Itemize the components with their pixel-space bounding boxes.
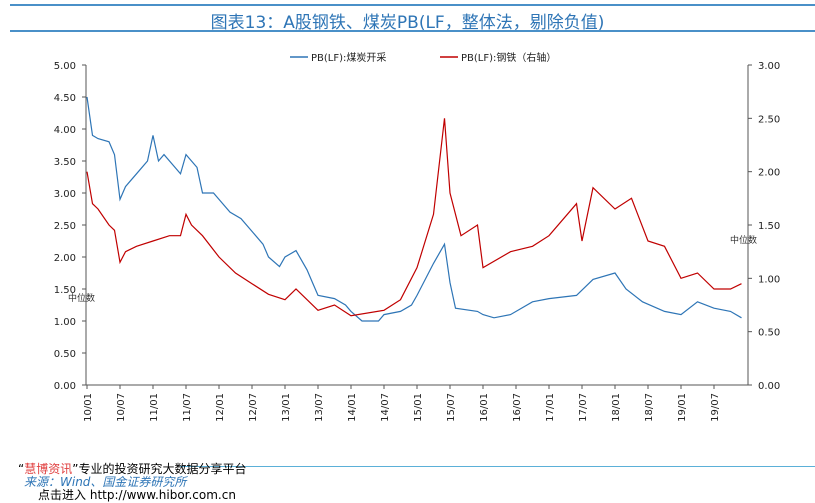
x-tick-label: 12/07	[248, 393, 259, 422]
url: http://www.hibor.com.cn	[89, 488, 236, 502]
y-left-tick-label: 2.50	[54, 221, 76, 232]
x-tick-label: 14/01	[347, 393, 358, 422]
x-tick-label: 14/07	[380, 393, 391, 422]
y-left-tick-label: 3.00	[54, 189, 76, 200]
x-tick-label: 13/01	[281, 393, 292, 422]
x-tick-label: 13/07	[314, 393, 325, 422]
y-left-tick-label: 0.00	[54, 381, 76, 392]
footer-rule	[180, 466, 815, 467]
y-left-tick-label: 0.50	[54, 349, 76, 360]
y-left-tick-label: 2.00	[54, 253, 76, 264]
y-right-tick-label: 2.00	[758, 168, 780, 179]
x-tick-label: 11/07	[182, 393, 193, 422]
y-right-tick-label: 2.50	[758, 114, 780, 125]
y-left-tick-label: 3.50	[54, 157, 76, 168]
y-right-tick-label: 1.50	[758, 221, 780, 232]
x-tick-label: 19/07	[710, 393, 721, 422]
series-line-1	[86, 96, 742, 322]
median-label-left: 中位数	[68, 292, 95, 304]
brand-link[interactable]: 慧博资讯	[24, 462, 73, 476]
chart-title: 图表13：A股钢铁、煤炭PB(LF，整体法，剔除负值)	[210, 13, 605, 33]
y-left-tick-label: 4.00	[54, 125, 76, 136]
x-tick-label: 18/01	[611, 393, 622, 422]
y-right-tick-label: 0.50	[758, 328, 780, 339]
median-label-right: 中位数	[730, 234, 757, 246]
y-right-tick-label: 0.00	[758, 381, 780, 392]
footer-slogan: “慧博资讯”专业的投资研究大数据分享平台	[18, 462, 247, 476]
x-tick-label: 15/01	[413, 393, 424, 422]
x-tick-label: 18/07	[644, 393, 655, 422]
y-right-tick-label: 1.00	[758, 274, 780, 285]
y-left-tick-label: 1.50	[54, 285, 76, 296]
x-tick-label: 15/07	[446, 393, 457, 422]
top-rule	[10, 4, 815, 6]
x-tick-label: 12/01	[215, 393, 226, 422]
x-tick-label: 16/01	[479, 393, 490, 422]
x-tick-label: 17/07	[578, 393, 589, 422]
title-rule	[10, 30, 815, 32]
x-tick-label: 11/01	[149, 393, 160, 422]
x-tick-label: 17/01	[545, 393, 556, 422]
chart: 0.00 0.50 1.00 1.50 2.00 2.50 3.00 3.50 4.00 4.50…	[54, 51, 781, 422]
source-note: 来源：Wind、国金证券研究所	[24, 475, 187, 489]
x-tick-label: 10/01	[83, 393, 94, 422]
y-left-tick-label: 4.50	[54, 93, 76, 104]
x-tick-label: 19/01	[677, 393, 688, 422]
x-tick-label: 16/07	[512, 393, 523, 422]
legend-label-1: PB(LF):煤炭开采	[311, 51, 386, 64]
y-left-tick-label: 1.00	[54, 317, 76, 328]
y-right-tick-label: 3.00	[758, 61, 780, 72]
x-tick-label: 10/07	[116, 393, 127, 422]
footer-link[interactable]: 点击进入 http://www.hibor.com.cn	[38, 488, 236, 502]
y-left-tick-label: 5.00	[54, 61, 76, 72]
series-line-2	[86, 118, 742, 317]
legend-label-2: PB(LF):钢铁（右轴）	[461, 51, 556, 64]
